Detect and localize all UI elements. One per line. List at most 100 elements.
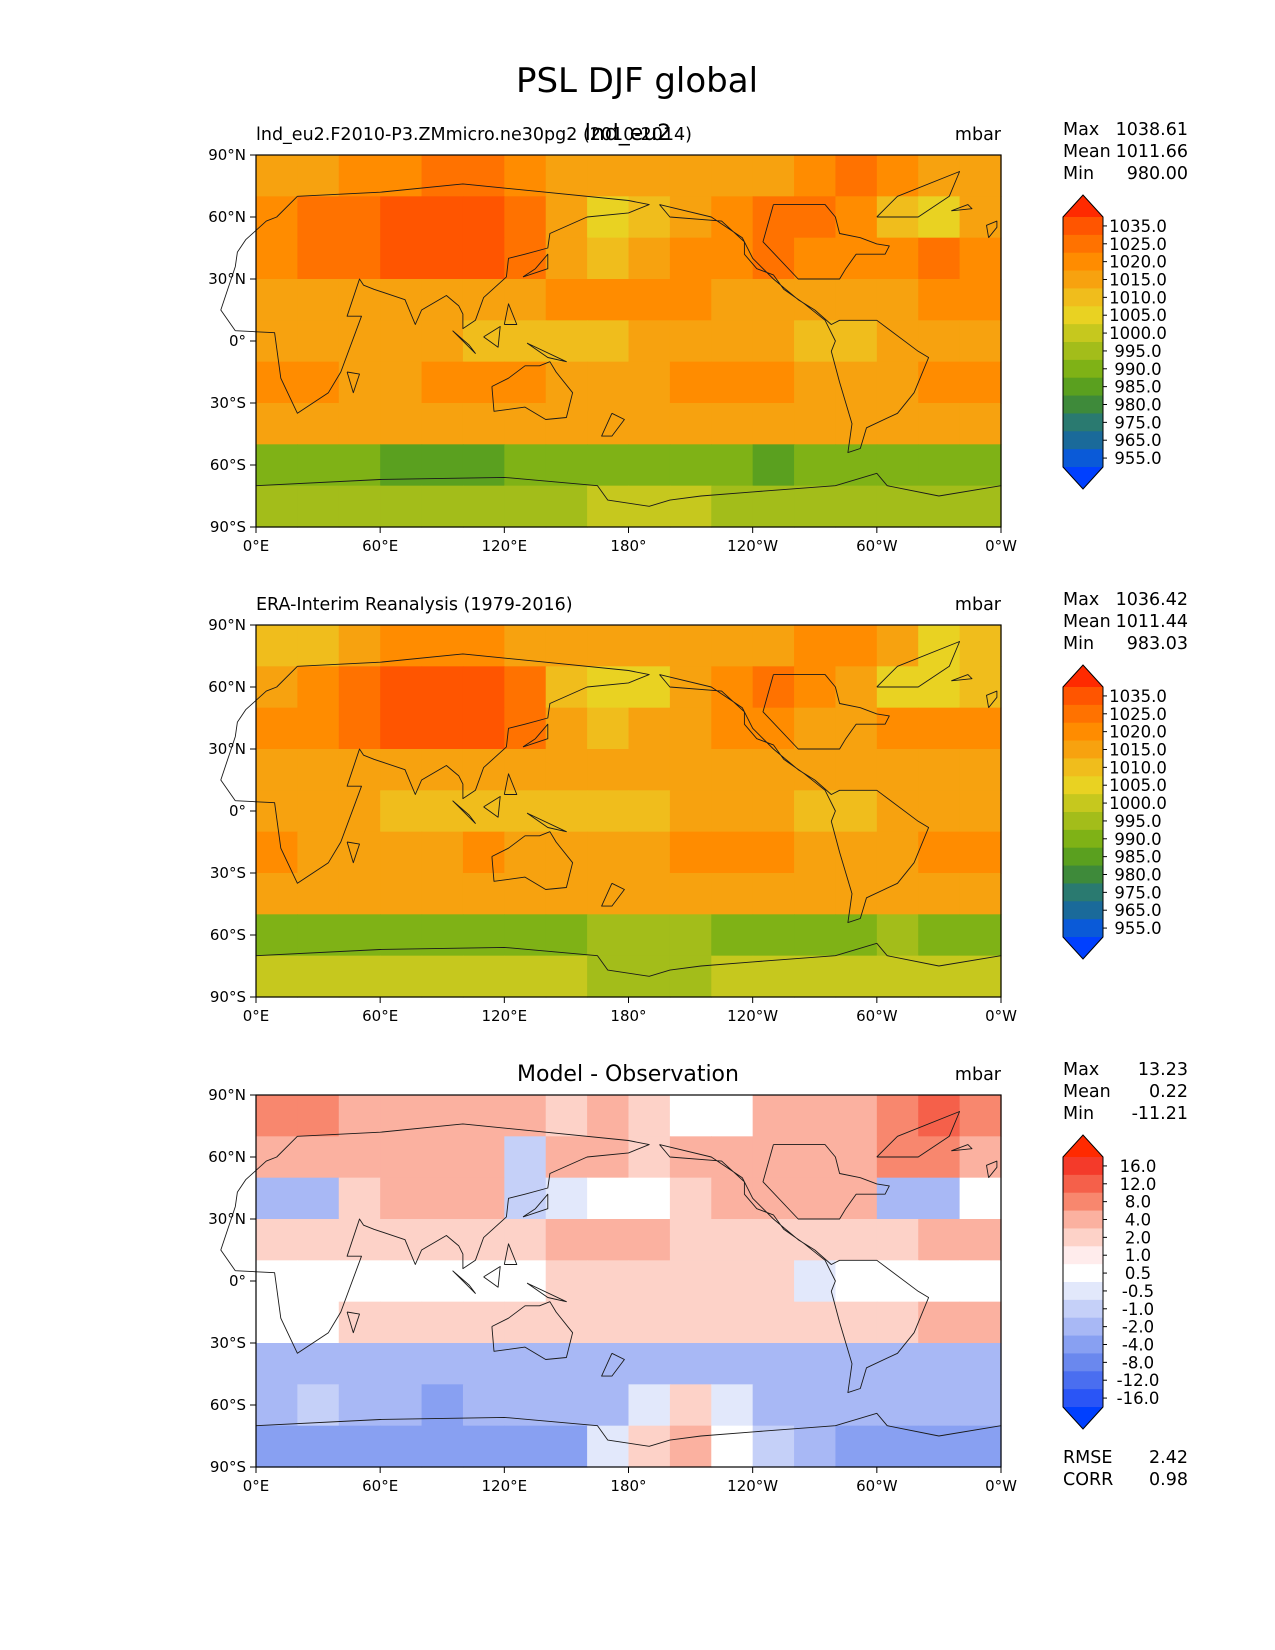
- grid-cell: [835, 666, 878, 709]
- coastline: [483, 796, 501, 818]
- y-tick-label: 30°S: [210, 864, 246, 882]
- stats-block: Max 13.23 Mean 0.22 Min -11.21: [1063, 1060, 1188, 1124]
- map-cells: [256, 1095, 1002, 1468]
- grid-cell: [338, 403, 381, 445]
- grid-cell: [338, 1425, 381, 1468]
- units-label: mbar: [955, 595, 1002, 615]
- grid-cell: [504, 1301, 547, 1344]
- grid-cell: [256, 1219, 298, 1261]
- grid-cell: [297, 1177, 340, 1220]
- coastline: [986, 220, 998, 238]
- colorbar-tick-label: -0.5: [1122, 1282, 1154, 1301]
- grid-cell: [918, 873, 961, 915]
- grid-cell: [711, 1136, 754, 1179]
- map-cells: [256, 155, 1002, 528]
- grid-cell: [959, 485, 1002, 528]
- grid-cell: [587, 196, 630, 239]
- grid-cell: [587, 955, 630, 998]
- stat-label: Min: [1063, 1104, 1094, 1124]
- grid-cell: [587, 831, 630, 874]
- coastline: [255, 942, 1002, 977]
- grid-cell: [297, 155, 340, 197]
- grid-cell: [297, 1136, 340, 1179]
- grid-cell: [380, 196, 423, 239]
- units-label: mbar: [955, 1065, 1002, 1085]
- grid-cell: [752, 1301, 795, 1344]
- grid-cell: [835, 1384, 878, 1427]
- coastline: [452, 800, 476, 824]
- grid-cell: [380, 914, 423, 957]
- grid-cell: [297, 237, 340, 280]
- stat-value: 1036.42: [1116, 590, 1188, 610]
- grid-cell: [876, 790, 919, 833]
- grid-cell: [297, 914, 340, 957]
- colorbar-extend-max: [1063, 665, 1103, 687]
- grid-cell: [752, 831, 795, 874]
- grid-cell: [462, 1384, 505, 1427]
- coastline: [255, 1412, 1002, 1447]
- grid-cell: [752, 279, 795, 321]
- grid-cell: [752, 485, 795, 528]
- x-tick-label: 0°W: [985, 1007, 1017, 1025]
- coastline: [876, 1111, 961, 1158]
- grid-cell: [669, 1384, 712, 1427]
- colorbar-segment: [1063, 270, 1103, 289]
- stat-value: 2.42: [1149, 1448, 1188, 1468]
- grid-cell: [876, 1177, 919, 1220]
- colorbar-segment: [1063, 1192, 1103, 1212]
- grid-cell: [794, 707, 837, 750]
- colorbar-tick-label: 8.0: [1125, 1193, 1151, 1212]
- y-tick-label: 30°N: [208, 740, 246, 758]
- grid-cell: [545, 361, 588, 404]
- grid-cell: [959, 1177, 1002, 1220]
- x-tick-label: 60°E: [362, 1007, 398, 1025]
- grid-cell: [462, 1095, 505, 1137]
- y-tick-label: 60°N: [208, 208, 246, 226]
- grid-cell: [462, 914, 505, 957]
- grid-cell: [421, 155, 464, 197]
- grid-cell: [669, 485, 712, 528]
- colorbar-extend-max: [1063, 1135, 1103, 1157]
- grid-cell: [959, 237, 1002, 280]
- coastline: [483, 1266, 501, 1288]
- grid-cell: [462, 955, 505, 998]
- grid-cell: [338, 1177, 381, 1220]
- colorbar-segment: [1063, 359, 1103, 379]
- grid-cell: [628, 1136, 671, 1179]
- grid-cell: [835, 1343, 878, 1385]
- colorbar-tick-label: 955.0: [1114, 449, 1161, 468]
- grid-cell: [628, 831, 671, 874]
- colorbar-segment: [1063, 1264, 1103, 1283]
- x-tick-label: 120°W: [727, 1477, 778, 1495]
- colorbar: 1035.01025.01020.01015.01010.01005.01000…: [1062, 664, 1167, 960]
- colorbar-tick-label: -1.0: [1122, 1300, 1154, 1319]
- grid-cell: [835, 155, 878, 197]
- grid-cell: [587, 279, 630, 321]
- grid-cell: [421, 403, 464, 445]
- grid-cell: [876, 361, 919, 404]
- grid-cell: [669, 831, 712, 874]
- grid-cell: [545, 955, 588, 998]
- grid-cell: [918, 749, 961, 791]
- grid-cell: [297, 790, 340, 833]
- stat-label: Max: [1063, 590, 1099, 610]
- y-tick-label: 30°S: [210, 394, 246, 412]
- x-tick-label: 60°E: [362, 1477, 398, 1495]
- y-tick-label: 0°: [229, 802, 246, 820]
- grid-cell: [380, 666, 423, 709]
- land-outlines: [220, 641, 1002, 977]
- colorbar-outline: [1062, 664, 1104, 960]
- grid-cell: [380, 1301, 423, 1344]
- grid-cell: [297, 485, 340, 528]
- colorbar-segment: [1063, 252, 1103, 272]
- colorbar-segment: [1063, 1157, 1103, 1176]
- colorbar-segment: [1063, 722, 1103, 742]
- coastline: [601, 1352, 625, 1377]
- grid-cell: [628, 1095, 671, 1137]
- grid-cell: [711, 831, 754, 874]
- grid-cell: [256, 707, 298, 750]
- colorbar-segment: [1063, 776, 1103, 795]
- grid-cell: [711, 1260, 754, 1303]
- colorbar-tick-label: 1010.0: [1109, 758, 1167, 777]
- colorbar-tick-label: 985.0: [1114, 378, 1161, 397]
